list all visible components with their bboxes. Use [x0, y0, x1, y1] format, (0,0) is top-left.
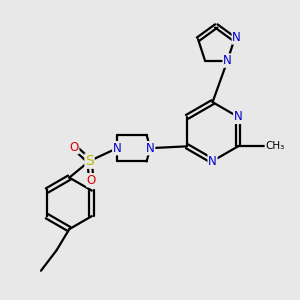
Text: N: N — [234, 110, 242, 123]
Text: CH₃: CH₃ — [265, 141, 284, 151]
Text: O: O — [70, 141, 79, 154]
Text: O: O — [87, 174, 96, 187]
Text: N: N — [146, 142, 154, 155]
Text: N: N — [113, 142, 122, 155]
Text: S: S — [85, 154, 94, 168]
Text: N: N — [223, 54, 232, 67]
Text: N: N — [208, 154, 217, 167]
Text: N: N — [232, 31, 241, 44]
